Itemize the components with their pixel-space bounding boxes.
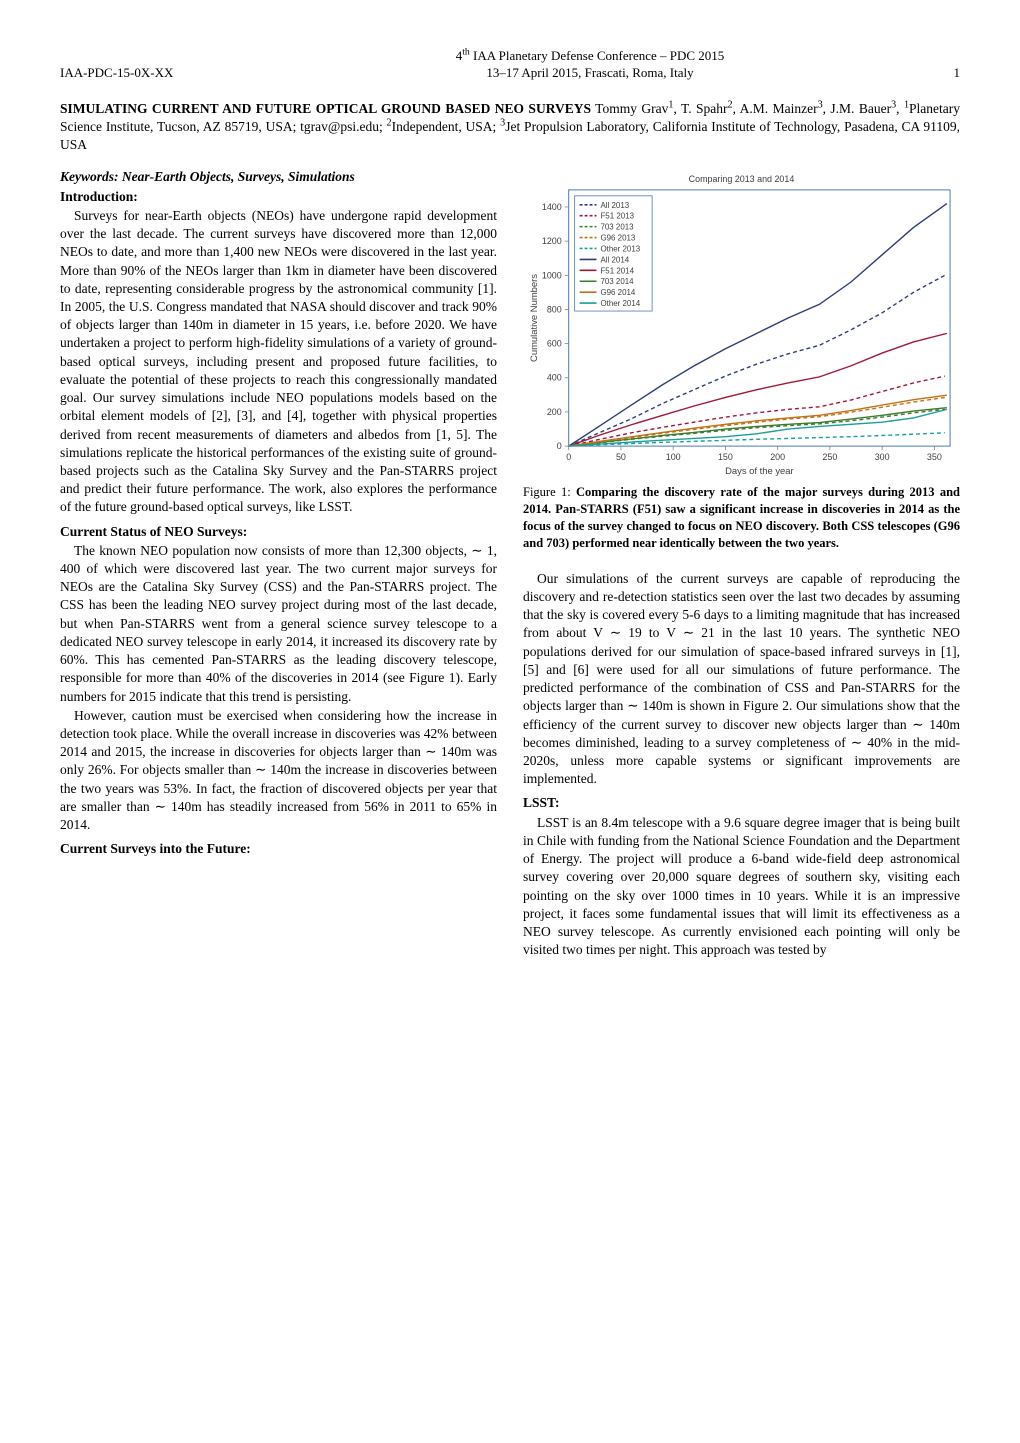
- svg-text:Other 2013: Other 2013: [600, 245, 640, 254]
- future-heading-line: Current Surveys into the Future:: [60, 840, 497, 858]
- running-header: IAA-PDC-15-0X-XX 4th IAA Planetary Defen…: [60, 48, 960, 82]
- svg-text:50: 50: [616, 452, 626, 462]
- header-center: 4th IAA Planetary Defense Conference – P…: [260, 48, 920, 82]
- svg-text:G96 2014: G96 2014: [600, 289, 635, 298]
- sim-para: Our simulations of the current surveys a…: [523, 570, 960, 789]
- status-para-2: However, caution must be exercised when …: [60, 707, 497, 835]
- svg-text:0: 0: [566, 452, 571, 462]
- svg-text:1400: 1400: [542, 202, 562, 212]
- fig1-text: Comparing the discovery rate of the majo…: [523, 485, 960, 550]
- svg-text:800: 800: [547, 305, 562, 315]
- left-column: Keywords: Near-Earth Objects, Surveys, S…: [60, 168, 497, 960]
- svg-text:F51 2013: F51 2013: [600, 212, 634, 221]
- svg-text:All 2013: All 2013: [600, 201, 629, 210]
- right-column: Comparing 2013 and 2014 0 50 100 150 200 250 30…: [523, 168, 960, 960]
- status-para-1: The known NEO population now consists of…: [60, 542, 497, 706]
- svg-text:300: 300: [875, 452, 890, 462]
- lsst-heading: LSST:: [523, 795, 560, 810]
- svg-text:250: 250: [822, 452, 837, 462]
- lsst-para: LSST is an 8.4m telescope with a 9.6 squ…: [523, 814, 960, 960]
- svg-text:0: 0: [557, 442, 562, 452]
- fig1-label: Figure 1:: [523, 485, 576, 499]
- figure-1-caption: Figure 1: Comparing the discovery rate o…: [523, 484, 960, 552]
- svg-text:200: 200: [547, 407, 562, 417]
- status-heading: Current Status of NEO Surveys:: [60, 524, 247, 539]
- title-author-block: SIMULATING CURRENT AND FUTURE OPTICAL GR…: [60, 100, 960, 155]
- future-heading: Current Surveys into the Future:: [60, 841, 251, 856]
- keywords-line: Keywords: Near-Earth Objects, Surveys, S…: [60, 168, 497, 186]
- svg-text:200: 200: [770, 452, 785, 462]
- svg-text:Other 2014: Other 2014: [600, 300, 640, 309]
- paper-title: SIMULATING CURRENT AND FUTURE OPTICAL GR…: [60, 101, 591, 116]
- svg-text:150: 150: [718, 452, 733, 462]
- svg-text:All 2014: All 2014: [600, 256, 629, 265]
- lsst-heading-line: LSST:: [523, 794, 960, 812]
- page-number: 1: [920, 64, 960, 82]
- two-column-layout: Keywords: Near-Earth Objects, Surveys, S…: [60, 168, 960, 960]
- conf-line1: 4th IAA Planetary Defense Conference – P…: [456, 48, 725, 63]
- intro-heading-line: Introduction:: [60, 188, 497, 206]
- svg-text:G96 2013: G96 2013: [600, 234, 635, 243]
- svg-text:600: 600: [547, 339, 562, 349]
- figure-1-chart: Comparing 2013 and 2014 0 50 100 150 200 250 30…: [523, 172, 960, 480]
- header-left: IAA-PDC-15-0X-XX: [60, 64, 260, 82]
- svg-text:100: 100: [666, 452, 681, 462]
- svg-text:Cumulative Numbers: Cumulative Numbers: [528, 274, 539, 362]
- conf-line2: 13–17 April 2015, Frascati, Roma, Italy: [486, 65, 693, 80]
- svg-text:703 2013: 703 2013: [600, 223, 634, 232]
- figure-1: Comparing 2013 and 2014 0 50 100 150 200 250 30…: [523, 172, 960, 551]
- svg-text:1200: 1200: [542, 237, 562, 247]
- status-heading-line: Current Status of NEO Surveys:: [60, 523, 497, 541]
- svg-text:1000: 1000: [542, 271, 562, 281]
- svg-text:350: 350: [927, 452, 942, 462]
- intro-heading: Introduction:: [60, 189, 138, 204]
- svg-text:Days of the year: Days of the year: [725, 465, 794, 476]
- svg-text:Comparing 2013 and 2014: Comparing 2013 and 2014: [689, 174, 795, 184]
- keywords: Keywords: Near-Earth Objects, Surveys, S…: [60, 169, 355, 184]
- intro-para: Surveys for near-Earth objects (NEOs) ha…: [60, 207, 497, 517]
- svg-text:F51 2014: F51 2014: [600, 267, 634, 276]
- svg-text:400: 400: [547, 373, 562, 383]
- svg-text:703 2014: 703 2014: [600, 278, 634, 287]
